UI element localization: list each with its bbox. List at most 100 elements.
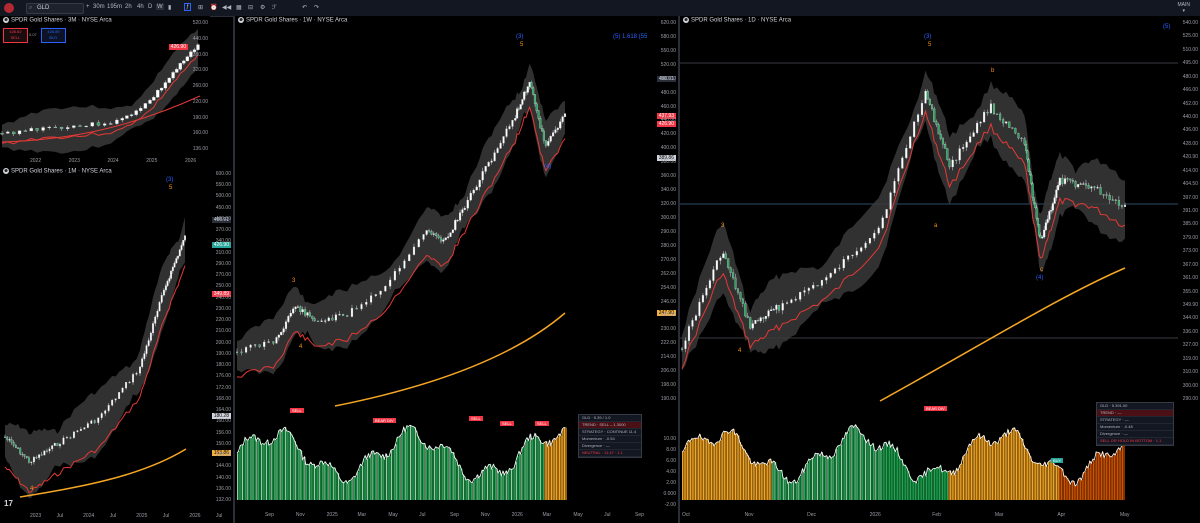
candle-body (762, 317, 765, 319)
histogram-bar (688, 440, 690, 500)
histogram-bar (861, 434, 863, 500)
candle-body (770, 309, 773, 311)
histogram-bar (1108, 455, 1111, 500)
interval-4h[interactable]: 4h (137, 4, 144, 10)
candle-body (556, 127, 559, 130)
price-tick-label: 336.00 (1182, 328, 1198, 335)
symbol-search-input[interactable]: ⌕ GLD (26, 3, 84, 14)
histogram-bar (938, 468, 941, 500)
chart-canvas-1d[interactable] (680, 16, 1200, 523)
interval-30m[interactable]: 30m (93, 4, 105, 10)
candle-body (12, 442, 15, 446)
pane-divider[interactable] (678, 16, 680, 523)
templates-icon[interactable]: ▦ (236, 5, 242, 11)
interval-2h[interactable]: 2h (125, 4, 132, 10)
candle-body (46, 450, 48, 452)
histogram-bar (374, 454, 376, 500)
candle-body (937, 124, 940, 135)
histogram-bar (299, 449, 301, 500)
eye-icon[interactable]: ❶ (683, 17, 689, 23)
histogram-bar (510, 469, 513, 500)
histogram-bar (347, 483, 349, 500)
candle-body (417, 239, 420, 248)
eye-icon[interactable]: ❶ (3, 17, 9, 23)
candle-body (547, 141, 550, 146)
compare-icon[interactable]: ⊞ (198, 5, 204, 11)
chart-pane-3m[interactable]: ❶ SPDR Gold Shares · 3M · NYSE Arca 426.8… (0, 16, 210, 167)
chart-canvas-1w[interactable] (235, 16, 678, 523)
eye-icon[interactable]: ❶ (3, 168, 9, 174)
candle-body (946, 148, 949, 160)
histogram-bar (421, 442, 423, 500)
candle-body (511, 120, 514, 127)
histogram-bar (848, 427, 851, 500)
chart-pane-1w[interactable]: ❶ SPDR Gold Shares · 1W · NYSE Arca (3) 5… (235, 16, 678, 523)
redo-icon[interactable]: ↷ (314, 5, 320, 11)
candle-body (885, 209, 888, 219)
indicators-icon[interactable]: ƒ (184, 3, 192, 11)
replay-icon[interactable]: ◀◀ (222, 5, 232, 11)
settings-icon[interactable]: ⚙ (260, 5, 266, 11)
candle-body (544, 140, 547, 146)
undo-icon[interactable]: ↶ (302, 5, 308, 11)
buy-button[interactable]: 426.89 BUY (41, 28, 66, 43)
chart-canvas-1m[interactable] (0, 167, 233, 523)
candle-body (435, 233, 438, 237)
candle-body (523, 91, 526, 100)
layout-icon[interactable]: ⊟ (248, 5, 254, 11)
add-symbol-icon[interactable]: + (86, 4, 90, 10)
price-tick-label: 230.00 (660, 326, 676, 333)
histogram-bar (715, 443, 717, 500)
table-row: TREND · — (1097, 410, 1173, 417)
candle-body (1074, 181, 1077, 188)
candle-body (517, 108, 520, 110)
candle-body (986, 112, 989, 114)
histogram-bar (488, 464, 490, 500)
eye-icon[interactable]: ❶ (238, 17, 244, 23)
candle-body (524, 91, 528, 93)
histogram-bar (828, 458, 830, 500)
histogram-bar (414, 427, 417, 500)
user-avatar[interactable] (4, 3, 14, 13)
price-tick-label: 300.00 (1182, 382, 1198, 389)
sell-button[interactable]: 426.82 SELL (3, 28, 28, 43)
histogram-bar (1116, 450, 1119, 500)
chart-pane-1d[interactable]: ❶ SPDR Gold Shares · 1D · NYSE Arca (3) 5… (680, 16, 1200, 523)
alert-icon[interactable]: ⏰ (210, 5, 218, 11)
time-tick-label: 2025 (146, 158, 158, 164)
chart-canvas-3m[interactable] (0, 16, 210, 167)
histogram-bar (238, 450, 240, 500)
candle-body (156, 90, 160, 98)
interval-w[interactable]: W (156, 4, 164, 10)
signal-label: SELL (290, 408, 304, 413)
more-icon[interactable]: ℱ (272, 5, 277, 11)
histogram-bar (352, 478, 354, 500)
histogram-bar (526, 437, 529, 500)
candle-body (422, 234, 425, 240)
histogram-bar (909, 476, 912, 500)
pane-divider[interactable] (233, 16, 235, 523)
histogram-bar (402, 433, 404, 500)
histogram-bar (494, 467, 497, 500)
candle-body (128, 382, 131, 384)
histogram-bar (1057, 465, 1059, 500)
histogram-bar (1068, 480, 1071, 500)
histogram-bar (438, 448, 441, 500)
interval-195m[interactable]: 195m (107, 4, 123, 10)
interval-d[interactable]: D (148, 4, 153, 10)
histogram-bar (709, 443, 711, 500)
histogram-bar (892, 444, 894, 500)
histogram-bar (1017, 430, 1019, 500)
bollinger-band (5, 216, 185, 499)
chart-type-icon[interactable]: ▮ (168, 5, 172, 11)
histogram-bar (1115, 454, 1117, 500)
chart-pane-1m[interactable]: ❶ SPDR Gold Shares · 1M · NYSE Arca (3) 5… (0, 167, 233, 523)
price-tick-label: 540.00 (1182, 20, 1198, 26)
layout-selector[interactable]: MAIN ▾ (1178, 2, 1191, 14)
price-tick-label: 466.00 (1182, 87, 1198, 94)
candle-body (66, 437, 68, 439)
histogram-bar (739, 442, 741, 500)
candle-body (196, 44, 200, 50)
histogram-bar (768, 460, 770, 500)
histogram-bar (879, 445, 881, 500)
